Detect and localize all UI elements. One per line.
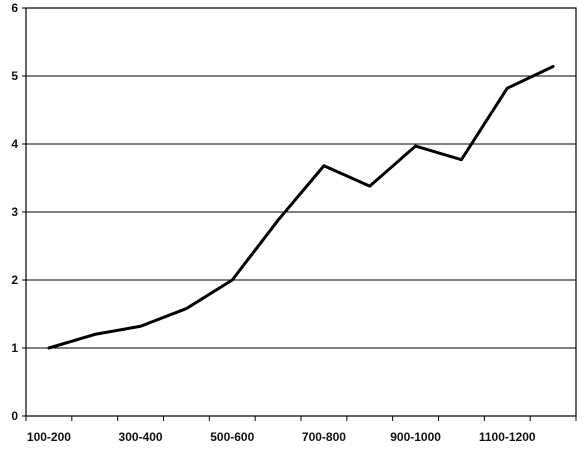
x-tick-label: 700-800: [302, 430, 346, 444]
data-point: [47, 346, 51, 350]
y-tick-label: 3: [11, 205, 18, 219]
x-tick-label: 900-1000: [390, 430, 441, 444]
data-point: [414, 144, 417, 148]
y-tick-label: 2: [11, 273, 18, 287]
data-point: [322, 164, 326, 167]
y-tick-label: 6: [11, 1, 18, 15]
x-tick-labels: 100-200 300-400 500-600 700-800 900-1000 1100…: [27, 430, 536, 444]
gridlines: [26, 7, 576, 349]
y-tick-label: 4: [11, 137, 18, 151]
y-tick-label: 0: [11, 409, 18, 423]
y-tick-label: 1: [11, 341, 18, 355]
x-tick-label: 300-400: [119, 430, 163, 444]
data-point: [276, 218, 280, 222]
data-point: [506, 87, 509, 90]
data-point: [460, 158, 463, 161]
y-tick-labels: 0 1 2 3 4 5 6: [11, 1, 18, 423]
series-layer: [47, 64, 555, 350]
data-point: [185, 307, 188, 310]
x-tick-label: 100-200: [27, 430, 71, 444]
x-tick-label: 500-600: [210, 430, 254, 444]
data-point: [231, 278, 234, 282]
x-tick-label: 1100-1200: [479, 430, 536, 444]
series-line-0: [47, 64, 555, 350]
y-tick-label: 5: [11, 69, 18, 83]
axes: [22, 7, 577, 421]
data-point: [551, 65, 555, 68]
data-point: [139, 325, 142, 328]
data-point: [93, 333, 96, 336]
data-point: [368, 184, 371, 188]
